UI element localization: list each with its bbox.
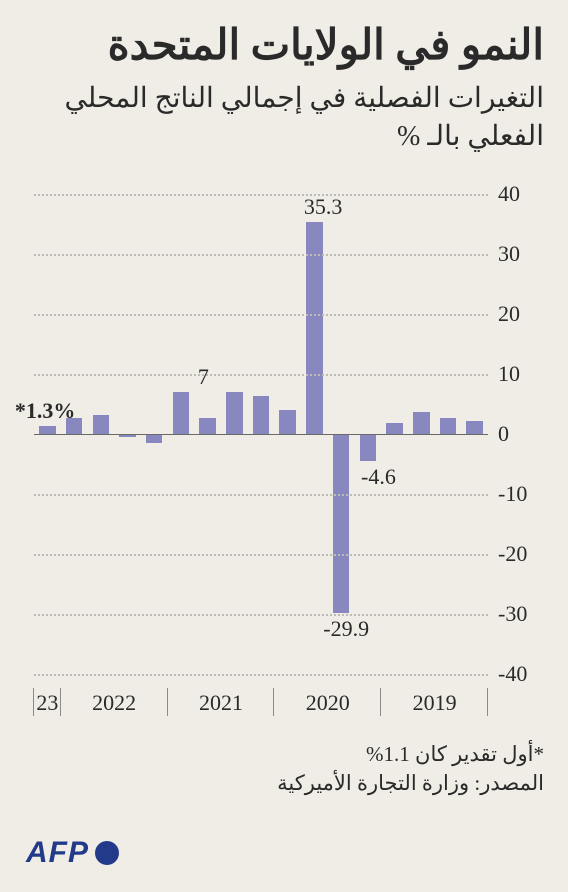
grid-line — [34, 494, 488, 496]
x-tick — [487, 688, 488, 716]
bar — [39, 426, 56, 434]
callout-label: -4.6 — [361, 464, 396, 490]
x-year-label: 2022 — [88, 690, 140, 716]
x-year-label: 23 — [21, 690, 73, 716]
y-tick-label: -20 — [488, 541, 538, 567]
y-tick-label: 40 — [488, 181, 538, 207]
x-tick — [380, 688, 381, 716]
footnote: *أول تقدير كان 1.1% — [24, 742, 544, 767]
grid-line — [34, 374, 488, 376]
bar — [199, 418, 216, 434]
bar — [93, 415, 110, 434]
grid-line — [34, 554, 488, 556]
y-tick-label: -40 — [488, 661, 538, 687]
x-tick — [167, 688, 168, 716]
grid-line — [34, 674, 488, 676]
gdp-bar-chart: -40-30-20-10010203040-4.6-29.935.37*1.3%… — [24, 174, 544, 734]
bar — [413, 412, 430, 434]
bar — [253, 396, 270, 434]
bar — [360, 434, 377, 462]
bar — [279, 410, 296, 433]
zero-line — [34, 434, 488, 435]
bar — [466, 421, 483, 434]
bar — [226, 392, 243, 434]
y-tick-label: 0 — [488, 421, 538, 447]
callout-label: 7 — [198, 364, 209, 390]
afp-logo-text: AFP — [26, 836, 89, 870]
x-tick — [273, 688, 274, 716]
bar — [386, 423, 403, 434]
bar — [146, 434, 163, 444]
source-text: المصدر: وزارة التجارة الأميركية — [24, 771, 544, 796]
x-axis: 201920202021202223 — [34, 686, 488, 716]
y-tick-label: 10 — [488, 361, 538, 387]
page-title: النمو في الولايات المتحدة — [24, 22, 544, 70]
grid-line — [34, 614, 488, 616]
bar — [440, 418, 457, 434]
y-tick-label: 30 — [488, 241, 538, 267]
callout-label: 35.3 — [304, 194, 343, 220]
y-tick-label: -10 — [488, 481, 538, 507]
plot-area: -40-30-20-10010203040-4.6-29.935.37*1.3% — [34, 194, 488, 674]
x-year-label: 2019 — [409, 690, 461, 716]
subtitle: التغيرات الفصلية في إجمالي الناتج المحلي… — [24, 80, 544, 156]
grid-line — [34, 314, 488, 316]
afp-logo-dot — [95, 841, 119, 865]
x-year-label: 2020 — [302, 690, 354, 716]
x-year-label: 2021 — [195, 690, 247, 716]
y-tick-label: 20 — [488, 301, 538, 327]
bar — [333, 434, 350, 613]
grid-line — [34, 194, 488, 196]
grid-line — [34, 254, 488, 256]
y-tick-label: -30 — [488, 601, 538, 627]
bar — [173, 392, 190, 434]
afp-logo: AFP — [26, 836, 119, 870]
callout-label: -29.9 — [323, 616, 369, 642]
callout-label: *1.3% — [15, 398, 76, 424]
